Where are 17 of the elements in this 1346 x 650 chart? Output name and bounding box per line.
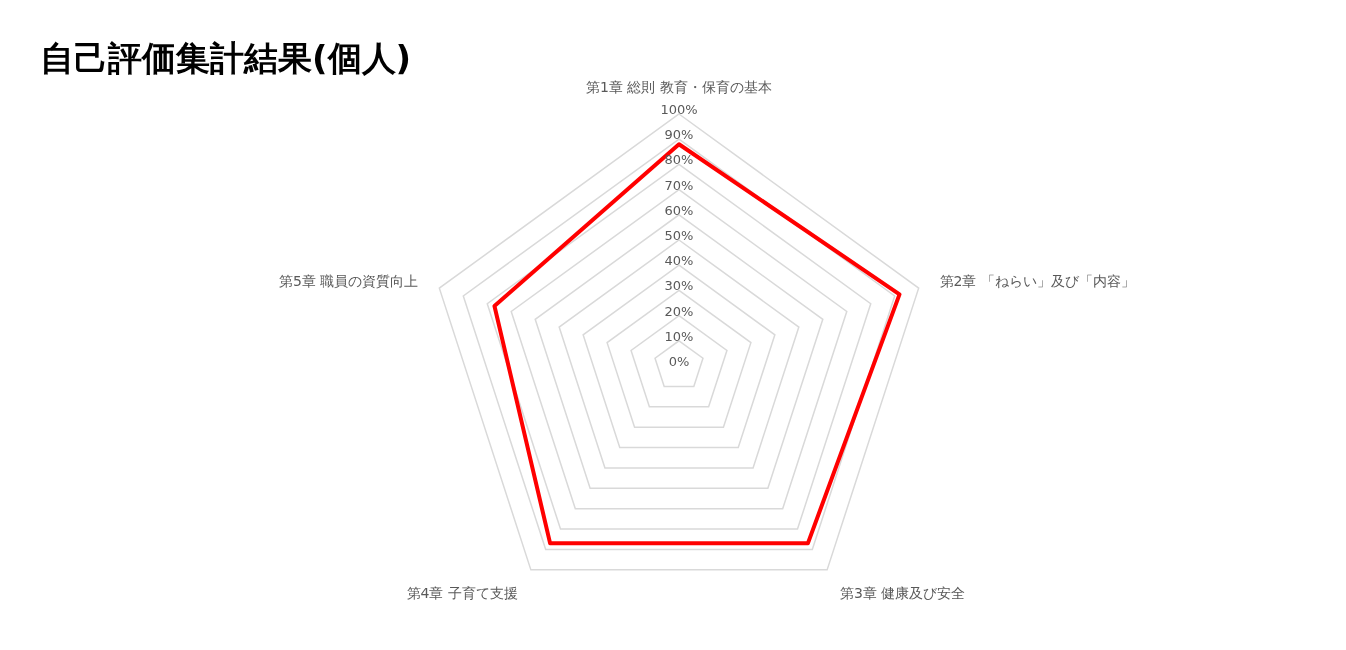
y-tick-label: 100% [660, 102, 698, 117]
spoke-label: 第2章 「ねらい」及び「内容」 [939, 273, 1135, 290]
y-tick-label: 10% [664, 328, 694, 344]
chart-title: 自己評価集計結果(個人) [40, 37, 412, 80]
y-tick-label: 90% [664, 127, 694, 143]
spoke-label: 第4章 子育て支援 [406, 584, 518, 601]
y-tick-label: 50% [664, 228, 694, 243]
y-tick-label: 30% [664, 278, 694, 294]
spoke-label: 第3章 健康及び安全 [840, 584, 966, 601]
spoke-label: 第1章 総則 教育・保育の基本 [586, 79, 772, 95]
y-tick-label: 70% [664, 177, 694, 193]
y-tick-label: 60% [664, 202, 694, 218]
y-tick-label: 0% [668, 354, 690, 369]
y-tick-label: 40% [664, 253, 694, 269]
spoke-label: 第5章 職員の資質向上 [279, 273, 419, 290]
y-tick-label: 20% [664, 303, 694, 319]
y-tick-label: 80% [664, 152, 694, 168]
